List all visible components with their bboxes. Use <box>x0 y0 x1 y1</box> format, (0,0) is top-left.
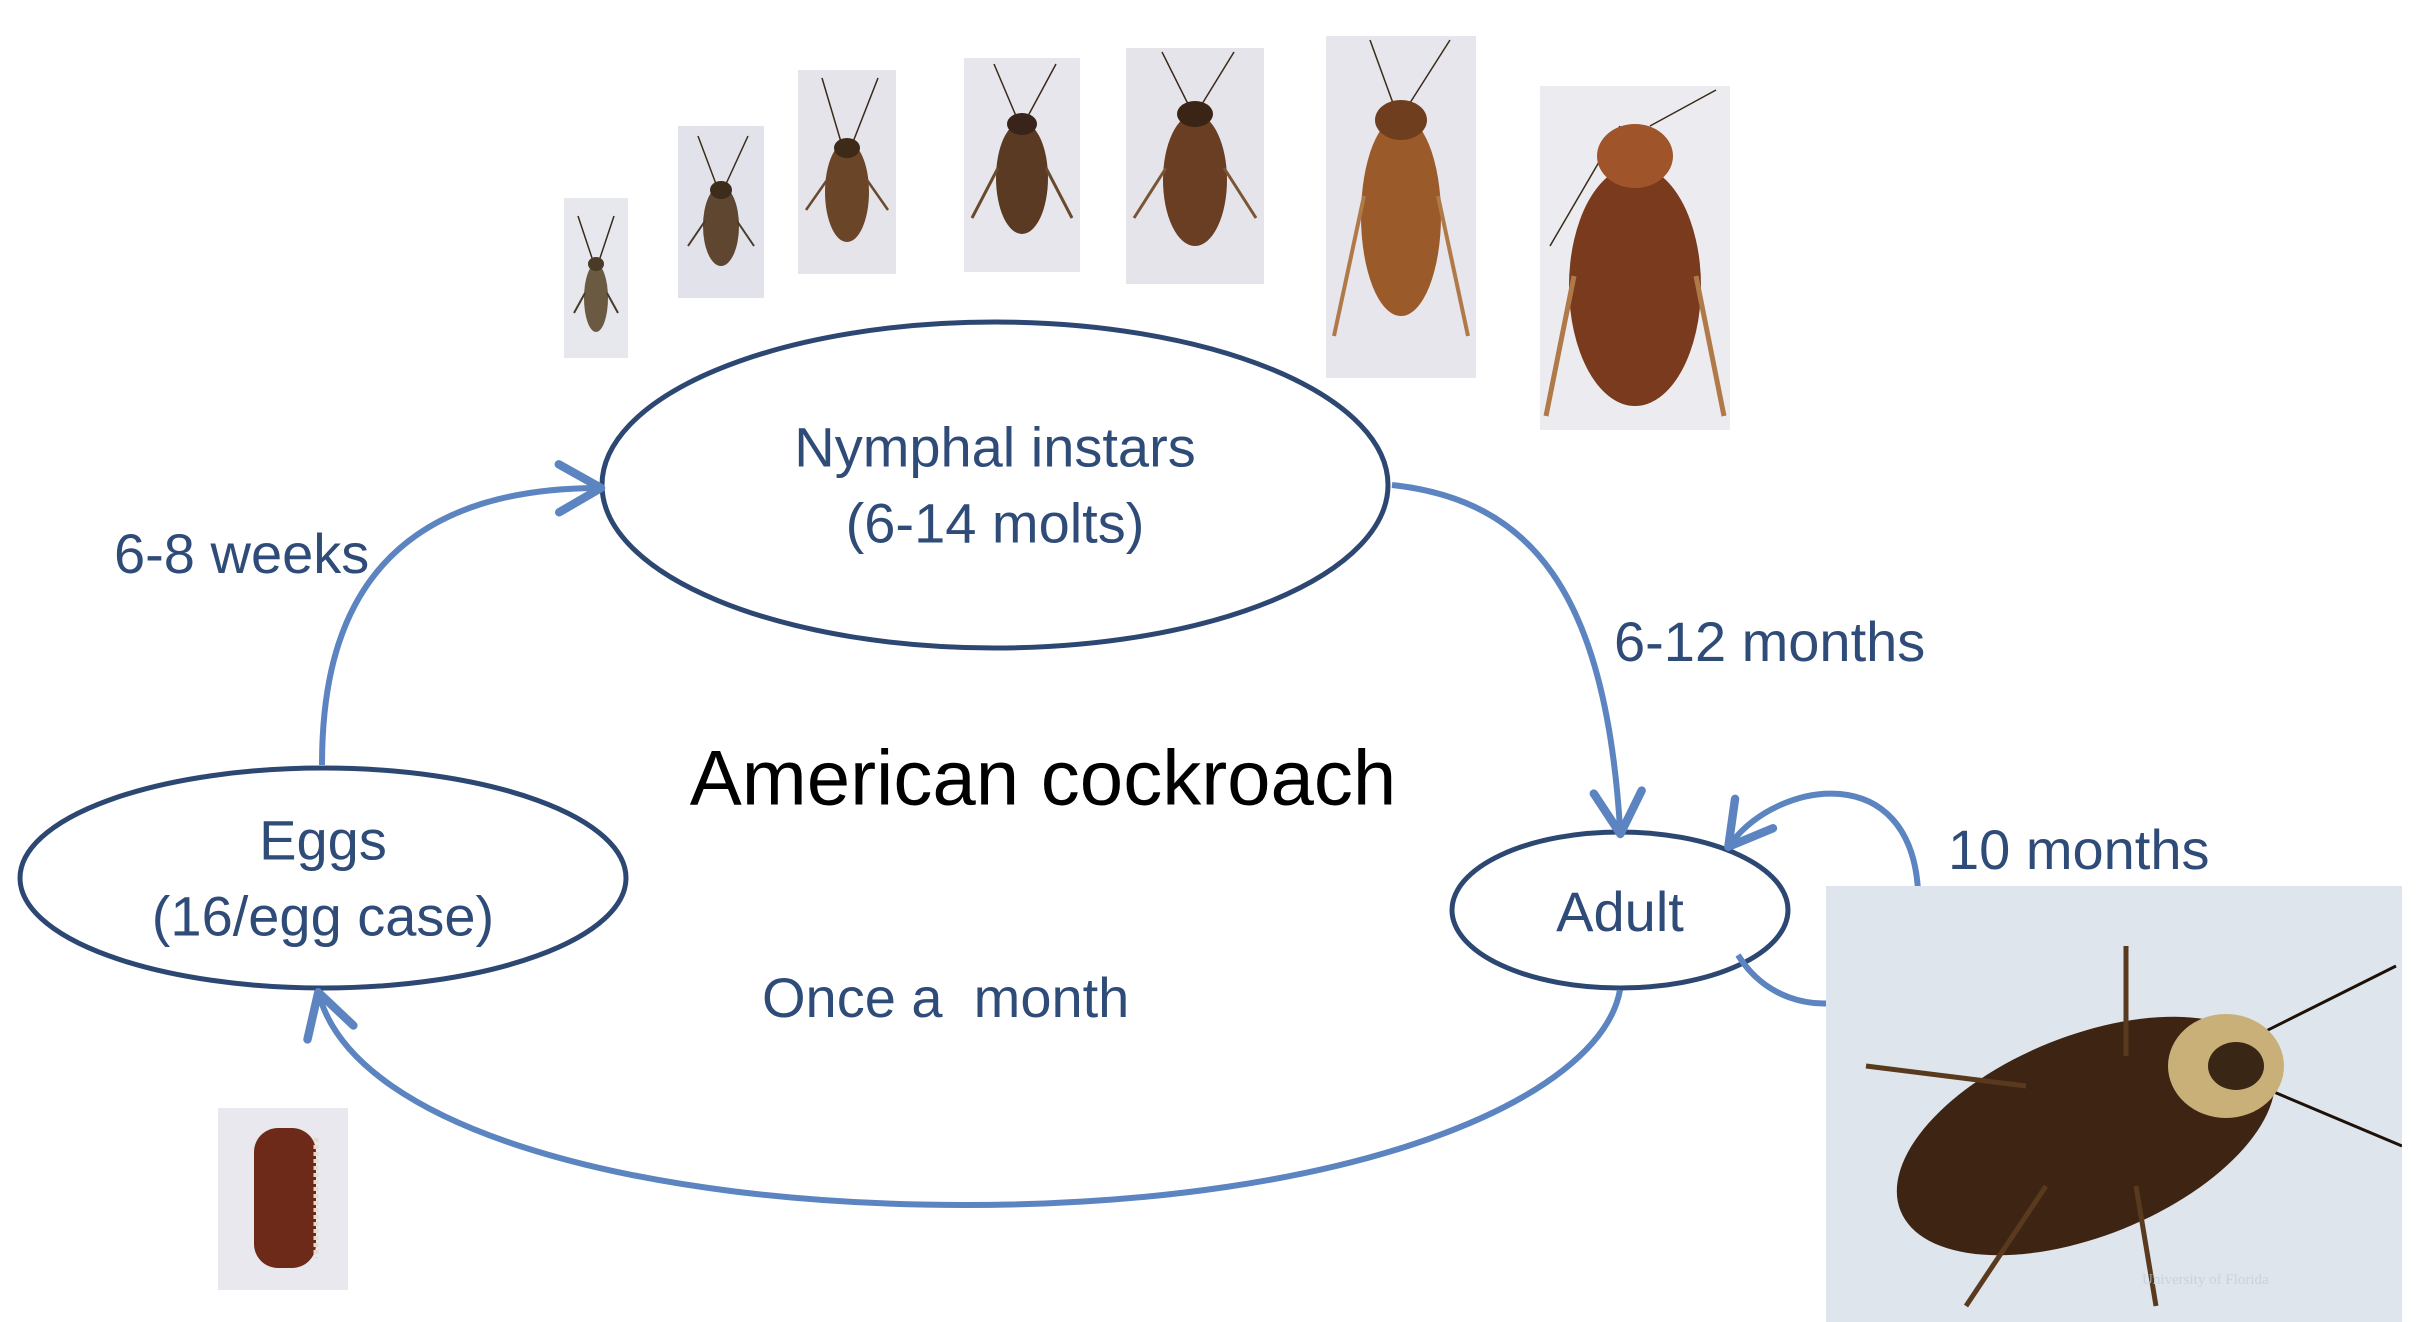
eggs-stage-line2: (16/egg case) <box>151 884 495 947</box>
cockroach-nymph-icon <box>1332 39 1470 337</box>
arrow-eggs-to-nymph <box>319 460 606 766</box>
adult-to-eggs-frequency: Once a month <box>762 966 1130 1029</box>
eggs-ellipse <box>17 765 629 991</box>
egg-case-photo <box>218 1108 348 1290</box>
adult-stage-label: Adult <box>1556 880 1684 944</box>
nymph-photo-6 <box>1326 36 1476 378</box>
adult-lifespan-duration: 10 months <box>1948 818 2210 881</box>
adult-photo <box>1826 886 2402 1322</box>
nymph-photo-2 <box>678 126 764 298</box>
eggs-stage-line1: Eggs <box>259 808 387 872</box>
nymph-stage-label: Nymphal instars (6-14 molts) <box>794 409 1195 560</box>
cockroach-nymph-icon <box>970 63 1074 234</box>
egg-case-icon <box>254 1128 319 1268</box>
photo-credit: University of Florida <box>2142 1272 2269 1288</box>
cockroach-nymph-icon <box>804 77 890 242</box>
nymph-stage-line1: Nymphal instars <box>794 415 1196 479</box>
nymph-photo-5 <box>1126 48 1264 284</box>
nymph-photo-3 <box>798 70 896 274</box>
nymph-to-adult-duration: 6-12 months <box>1614 610 1926 673</box>
cockroach-nymph-icon <box>573 215 619 332</box>
eggs-to-nymph-duration: 6-8 weeks <box>114 522 370 585</box>
nymph-stage-line2: (6-14 molts) <box>845 491 1145 554</box>
diagram-title: American cockroach <box>689 733 1397 822</box>
nymph-photo-1 <box>564 198 628 358</box>
cockroach-nymph-icon <box>1543 89 1727 417</box>
cockroach-nymph-icon <box>1132 51 1258 246</box>
adult-cockroach-icon <box>1865 946 2402 1308</box>
cockroach-nymph-icon <box>687 135 755 266</box>
arrow-nymph-to-adult <box>1391 482 1646 839</box>
nymph-photo-4 <box>964 58 1080 272</box>
eggs-stage-label: Eggs (16/egg case) <box>152 802 494 953</box>
nymph-photo-7 <box>1540 86 1730 430</box>
arrow-adult-to-eggs <box>303 988 1623 1209</box>
